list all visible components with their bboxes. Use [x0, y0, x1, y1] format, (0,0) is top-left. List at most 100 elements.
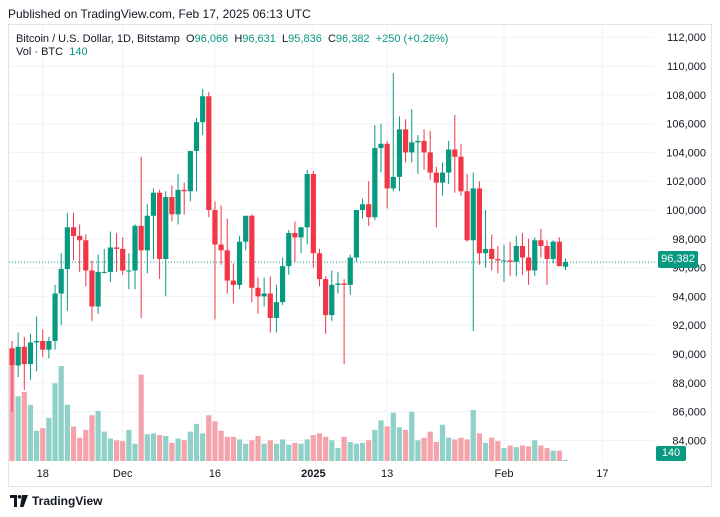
y-tick-label: 90,000	[672, 349, 706, 361]
candle-body	[70, 227, 77, 236]
candle-body	[89, 270, 95, 307]
candle-body	[384, 143, 390, 189]
volume-bar	[83, 429, 89, 461]
volume-bar	[359, 442, 366, 461]
candle-body	[347, 257, 353, 285]
candle-body	[464, 191, 470, 241]
volume-bar	[390, 412, 396, 461]
candle-body	[298, 227, 304, 238]
volume-bar	[501, 448, 507, 461]
volume-bar	[544, 448, 550, 461]
volume-bar	[113, 440, 120, 461]
y-tick-label: 98,000	[672, 234, 706, 246]
tradingview-logo-icon	[10, 495, 28, 507]
legend-low-value: 95,836	[288, 33, 322, 45]
y-tick-label: 86,000	[672, 407, 706, 419]
legend-open-label: O	[185, 33, 195, 45]
candle-body	[101, 271, 107, 273]
volume-bar	[101, 431, 107, 461]
legend-symbol[interactable]: Bitcoin / U.S. Dollar, 1D, Bitstamp	[16, 33, 180, 45]
candle-body	[169, 197, 175, 215]
candle-body	[64, 227, 70, 270]
candle-body	[519, 246, 526, 258]
volume-bar	[353, 443, 359, 461]
legend-high-label: H	[234, 33, 243, 45]
ohlc-legend: Bitcoin / U.S. Dollar, 1D, Bitstamp O 96,…	[16, 32, 448, 46]
volume-bar	[341, 436, 347, 461]
candle-body	[175, 189, 181, 215]
y-tick-label: 100,000	[666, 205, 706, 217]
candle-body	[415, 140, 421, 143]
volume-legend: Vol · BTC 140	[16, 46, 88, 58]
volume-bar	[335, 448, 341, 461]
candle-body	[181, 189, 187, 192]
volume-bar	[267, 440, 273, 461]
volume-bar	[482, 442, 489, 461]
candle-body	[9, 348, 15, 366]
candle-body	[550, 241, 556, 259]
candle-body	[323, 279, 329, 316]
published-caption: Published on TradingView.com, Feb 17, 20…	[8, 7, 311, 21]
candle-body	[501, 260, 507, 262]
volume-bar	[532, 440, 538, 461]
volume-bar	[495, 441, 501, 461]
chart-frame[interactable]	[8, 24, 712, 487]
candle-body	[329, 284, 335, 316]
candle-body	[286, 233, 292, 267]
volume-bar	[439, 424, 446, 461]
candle-body	[446, 149, 452, 173]
volume-legend-label[interactable]: Vol · BTC	[16, 46, 64, 58]
y-tick-label: 104,000	[666, 147, 706, 159]
volume-bar	[144, 434, 150, 461]
volume-bar	[550, 450, 556, 461]
candle-body	[310, 174, 316, 254]
legend-close-value: 96,382	[335, 33, 370, 45]
volume-bar	[519, 445, 526, 461]
volume-bar	[476, 433, 482, 461]
volume-bar	[243, 443, 249, 461]
volume-bar	[107, 438, 113, 461]
volume-bar	[181, 440, 187, 461]
candle-body	[507, 260, 513, 262]
volume-bar	[378, 420, 384, 461]
x-tick-label: 13	[381, 468, 393, 480]
tradingview-footer[interactable]: TradingView	[10, 494, 102, 508]
candle-body	[83, 240, 89, 271]
candle-body	[52, 293, 58, 342]
legend-change: +250 (+0.26%)	[375, 33, 449, 45]
candle-body	[236, 241, 243, 285]
volume-bar	[538, 445, 544, 461]
candle-body	[439, 172, 446, 183]
candle-body	[255, 287, 261, 297]
candle-body	[280, 266, 286, 303]
y-tick-label: 88,000	[672, 378, 706, 390]
volume-bar	[175, 438, 181, 461]
candle-body	[206, 96, 212, 210]
volume-bar	[206, 415, 212, 461]
x-tick-label: 18	[37, 468, 49, 480]
volume-bar	[433, 442, 439, 461]
volume-bar	[126, 429, 132, 461]
candle-body	[390, 176, 396, 189]
volume-bar	[372, 429, 378, 461]
candle-body	[58, 269, 64, 294]
candle-body	[150, 192, 157, 216]
volume-bar	[163, 435, 169, 461]
legend-close-label: C	[327, 33, 336, 45]
candle-body	[341, 283, 347, 285]
volume-bar	[470, 410, 476, 461]
candle-body	[144, 215, 150, 251]
volume-bar	[230, 436, 236, 461]
candle-body	[230, 280, 236, 285]
candle-body	[304, 174, 310, 228]
candle-body	[366, 204, 372, 218]
volume-bar	[64, 404, 70, 461]
candle-body	[200, 96, 206, 123]
candle-body	[157, 192, 163, 259]
volume-bar	[249, 440, 255, 461]
candle-body	[372, 148, 378, 218]
candle-body	[353, 210, 359, 258]
volume-bar	[427, 431, 433, 461]
volume-bar	[236, 439, 243, 461]
